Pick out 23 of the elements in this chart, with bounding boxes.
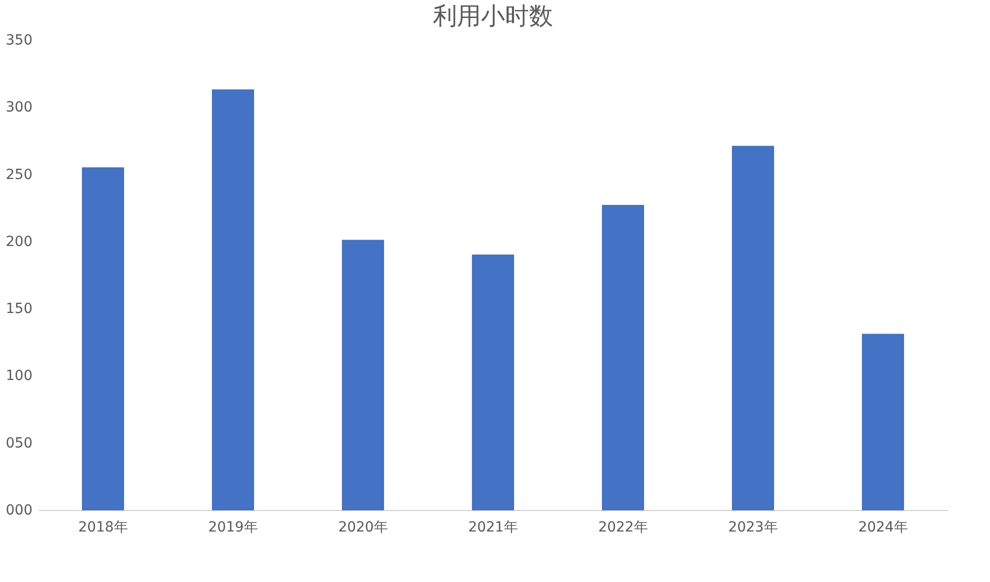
y-tick-label: 250: [6, 166, 32, 183]
chart-title: 利用小时数: [433, 2, 553, 30]
bar: [602, 204, 644, 510]
y-tick-label: 000: [6, 502, 32, 518]
bar: [732, 146, 774, 510]
x-tick-label: 2019年: [208, 520, 258, 536]
y-tick-label: 150: [6, 301, 32, 318]
x-tick-label: 2020年: [338, 520, 388, 536]
bar: [212, 89, 254, 510]
y-tick-label: 300: [6, 100, 32, 116]
y-tick-label: 050: [6, 435, 32, 452]
bar: [342, 240, 384, 510]
y-tick-label: 350: [6, 32, 32, 48]
x-tick-label: 2024年: [858, 520, 908, 536]
x-tick-label: 2022年: [598, 520, 648, 536]
bar: [862, 334, 904, 510]
x-tick-label: 2018年: [78, 520, 128, 536]
bar: [82, 167, 124, 510]
bar: [472, 254, 514, 510]
y-tick-label: 100: [6, 368, 32, 384]
x-tick-label: 2021年: [468, 520, 518, 536]
y-tick-label: 200: [6, 234, 32, 250]
x-tick-label: 2023年: [728, 520, 778, 536]
